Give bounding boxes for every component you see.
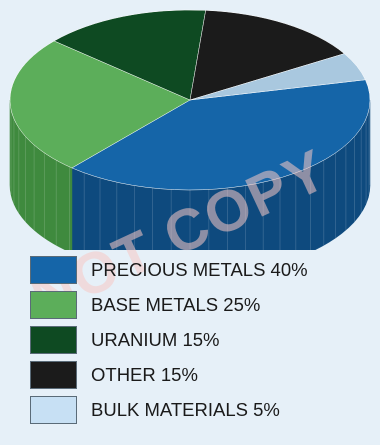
legend-item-precious-metals: PRECIOUS METALS 40%	[30, 256, 308, 284]
pie-slice-2	[53, 9, 206, 101]
legend-item-uranium: URANIUM 15%	[30, 326, 308, 354]
pie-slice-3	[189, 10, 345, 101]
pie-slice-0	[71, 79, 371, 191]
legend-swatch	[30, 326, 77, 354]
pie-chart	[9, 9, 371, 250]
legend: PRECIOUS METALS 40% BASE METALS 25% URAN…	[30, 256, 308, 431]
legend-label: PRECIOUS METALS 40%	[91, 259, 308, 280]
legend-label: BASE METALS 25%	[91, 294, 261, 315]
legend-label: URANIUM 15%	[91, 329, 220, 350]
legend-label: BULK MATERIALS 5%	[91, 399, 280, 420]
legend-swatch	[30, 256, 77, 284]
legend-swatch	[30, 396, 77, 424]
legend-swatch	[30, 361, 77, 389]
legend-swatch	[30, 291, 77, 319]
legend-item-bulk-materials: BULK MATERIALS 5%	[30, 396, 308, 424]
legend-item-base-metals: BASE METALS 25%	[30, 291, 308, 319]
legend-label: OTHER 15%	[91, 364, 198, 385]
pie-slice-4	[189, 53, 366, 101]
pie-slice-1	[9, 40, 191, 169]
legend-item-other: OTHER 15%	[30, 361, 308, 389]
